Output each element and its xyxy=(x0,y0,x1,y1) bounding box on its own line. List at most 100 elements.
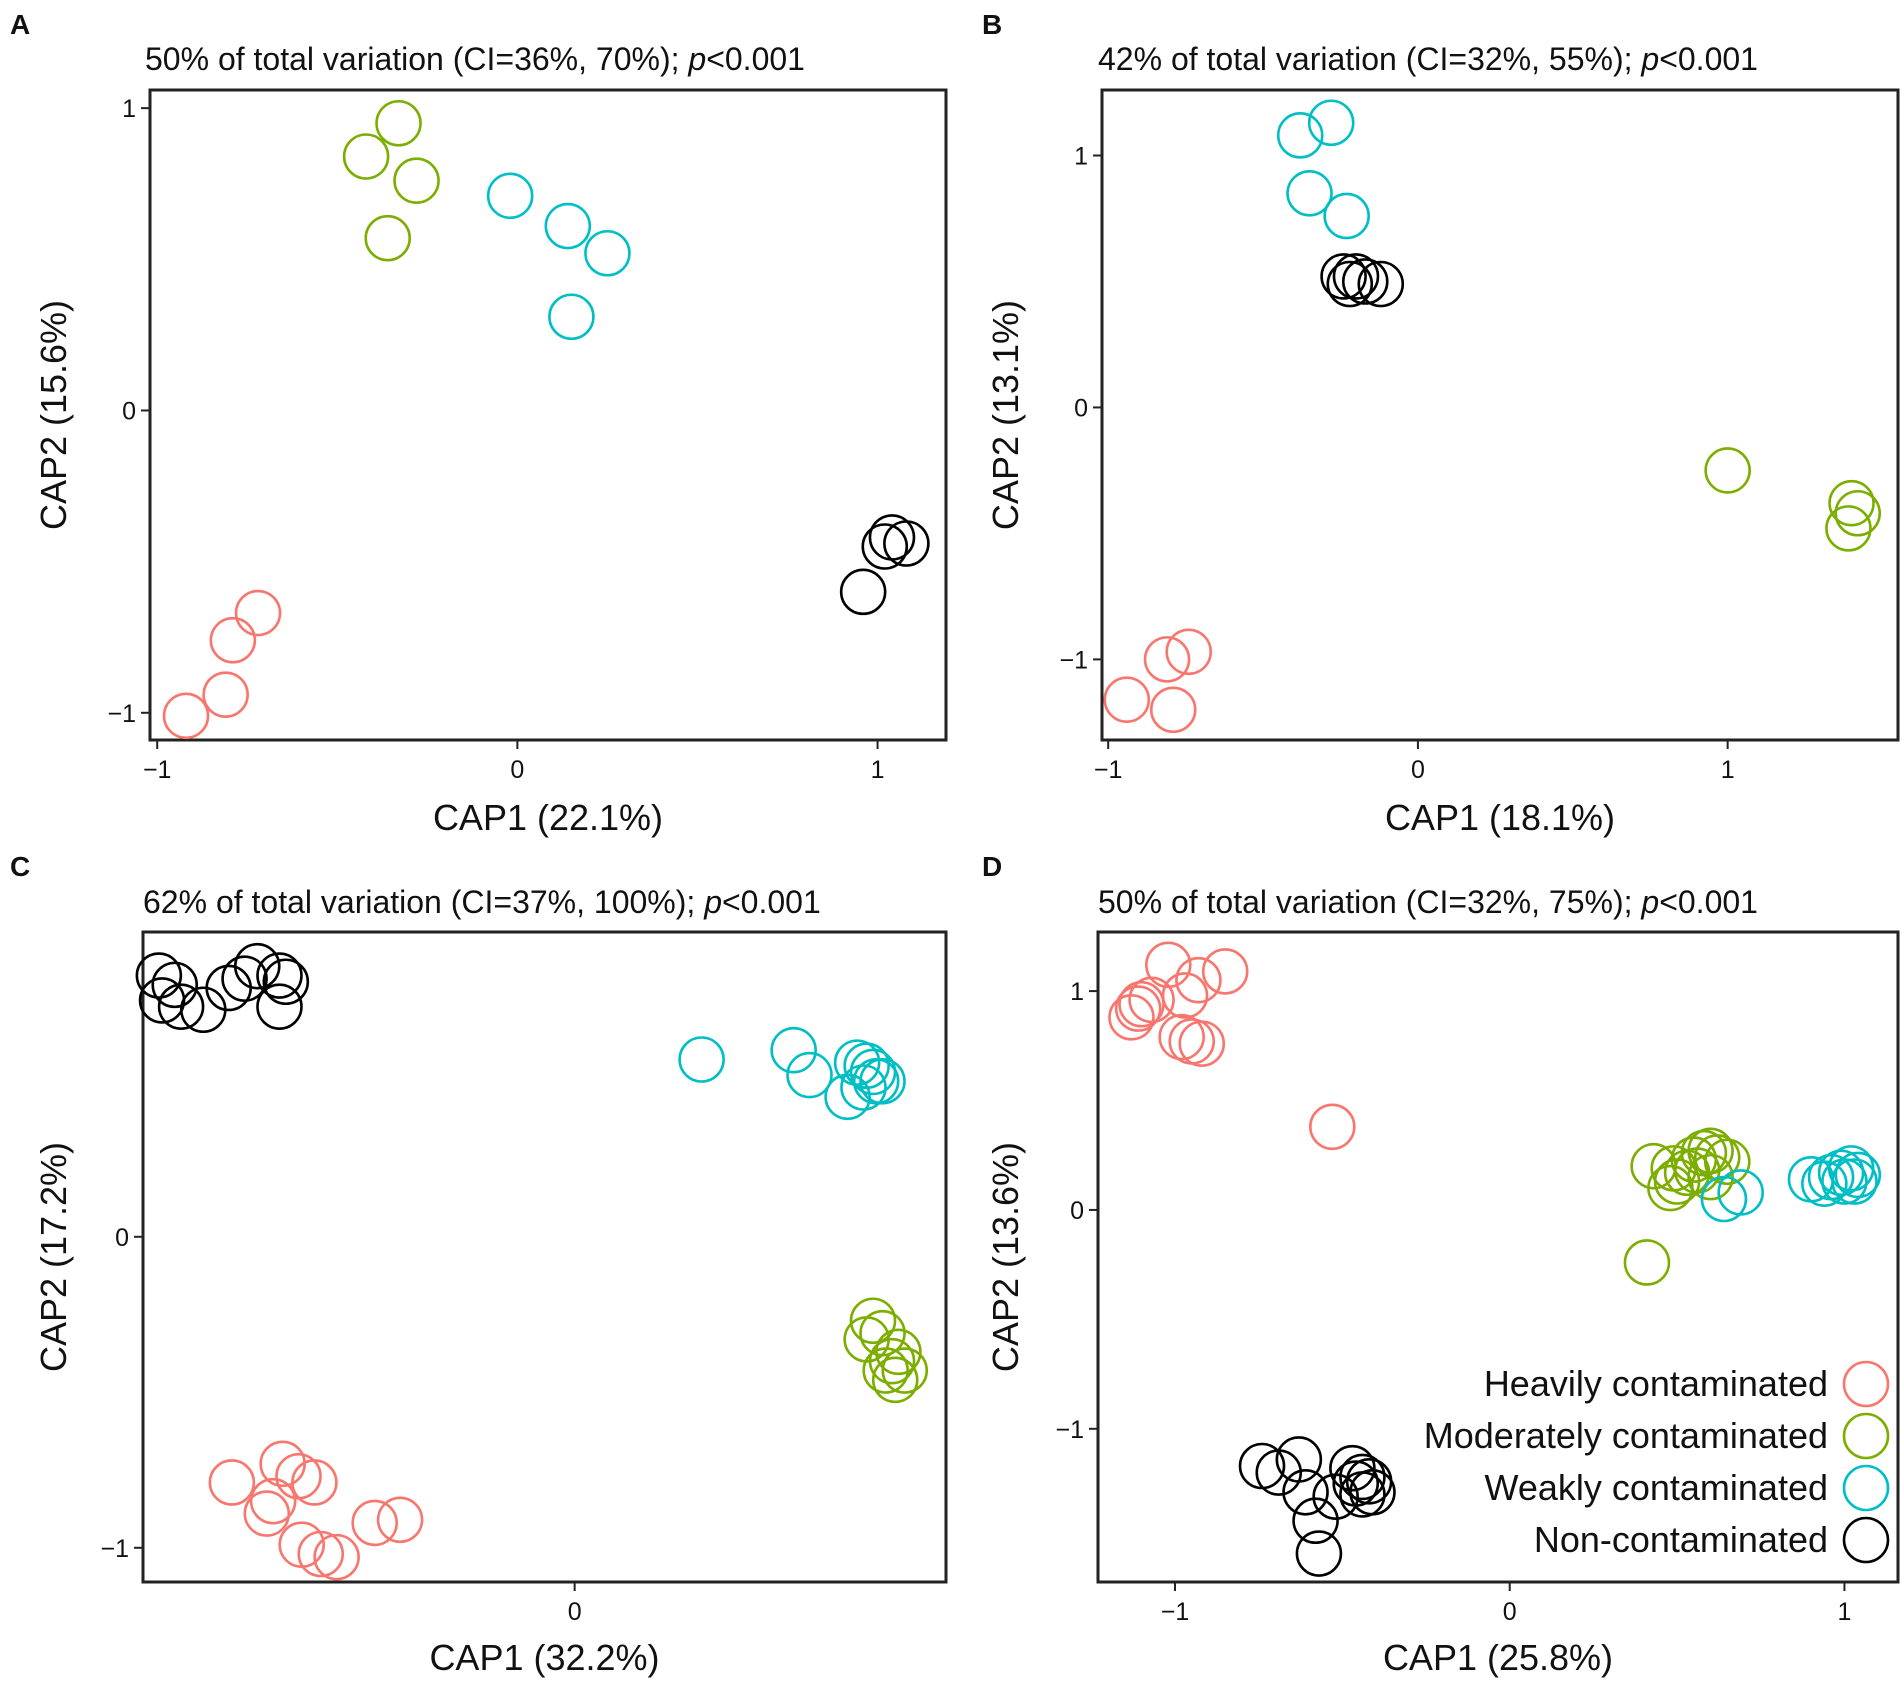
data-point-weakly xyxy=(859,1057,906,1105)
data-point-weakly xyxy=(1717,1169,1764,1216)
series-weakly xyxy=(1276,99,1370,240)
panel-title-p: p xyxy=(703,884,722,920)
plot-frame xyxy=(1096,930,1900,1584)
legend-key-heavily xyxy=(1842,1360,1890,1408)
x-tick-label: 0 xyxy=(510,756,524,784)
series-heavily xyxy=(1103,628,1213,734)
panel-title-p: p xyxy=(687,41,706,77)
y-axis-label: CAP2 (13.1%) xyxy=(985,300,1026,530)
y-tick-label: 0 xyxy=(122,397,136,425)
y-tick-label: −1 xyxy=(1059,646,1088,674)
legend-label: Weakly contaminated xyxy=(1484,1467,1828,1508)
panel-title-main: 62% of total variation (CI=37%, 100%); xyxy=(143,884,704,920)
data-point-non xyxy=(1275,1436,1323,1483)
data-point-non xyxy=(1339,1471,1386,1518)
y-tick-label: 0 xyxy=(115,1224,129,1252)
data-point-heavily xyxy=(1144,941,1192,989)
x-tick-label: 0 xyxy=(1503,1598,1517,1626)
data-point-heavily xyxy=(1178,1020,1226,1067)
data-point-heavily xyxy=(313,1533,360,1581)
series-non xyxy=(135,942,310,1034)
x-axis-label: CAP1 (18.1%) xyxy=(1385,797,1615,838)
data-point-non xyxy=(221,955,268,1002)
data-point-weakly xyxy=(1821,1158,1868,1205)
series-non xyxy=(1320,253,1405,308)
legend: Heavily contaminated Moderately contamina… xyxy=(1424,1360,1890,1564)
data-point-non xyxy=(839,568,887,616)
data-point-moderately xyxy=(881,1347,929,1394)
data-point-non xyxy=(1329,1444,1376,1492)
data-point-weakly xyxy=(548,293,595,341)
data-point-heavily xyxy=(1201,948,1249,995)
legend-key-non xyxy=(1842,1516,1890,1564)
data-point-weakly xyxy=(544,202,592,250)
data-point-weakly xyxy=(840,1064,887,1111)
data-point-non xyxy=(1326,260,1374,308)
data-point-heavily xyxy=(162,692,210,740)
panel-title-p: p xyxy=(1640,41,1659,77)
series-heavily xyxy=(208,1440,424,1581)
y-tick-label: 1 xyxy=(1074,143,1088,171)
legend-label: Non-contaminated xyxy=(1534,1519,1828,1560)
data-point-moderately xyxy=(1703,1138,1751,1186)
series-moderately xyxy=(1704,447,1882,552)
data-point-heavily xyxy=(1309,1103,1356,1151)
data-point-heavily xyxy=(243,1490,291,1537)
data-point-moderately xyxy=(871,1356,919,1404)
data-point-moderately xyxy=(375,99,422,147)
y-axis-label: CAP2 (13.6%) xyxy=(985,1142,1026,1372)
data-point-non xyxy=(1357,260,1405,308)
series-heavily xyxy=(162,589,282,740)
data-point-heavily xyxy=(1175,956,1222,1004)
data-point-moderately xyxy=(364,214,412,262)
x-tick-label: 0 xyxy=(1411,756,1425,784)
data-point-heavily xyxy=(351,1499,398,1547)
x-tick-label: −1 xyxy=(1094,756,1123,784)
x-tick-label: −1 xyxy=(1161,1598,1190,1626)
data-point-weakly xyxy=(770,1026,817,1074)
data-point-weakly xyxy=(486,172,534,220)
data-point-heavily xyxy=(1143,636,1191,683)
panel-title-tail: <0.001 xyxy=(1659,884,1758,920)
x-tick-label: 1 xyxy=(1837,1598,1851,1626)
data-point-non xyxy=(1292,1497,1339,1545)
data-point-non xyxy=(256,952,303,999)
x-tick-label: −1 xyxy=(143,756,172,784)
plot-frame xyxy=(141,930,948,1584)
panel-letter: B xyxy=(982,9,1002,40)
series-moderately xyxy=(1623,1127,1751,1286)
series-non xyxy=(839,514,930,616)
data-point-heavily xyxy=(208,1459,256,1506)
panel-letter: D xyxy=(982,851,1002,882)
series-weakly xyxy=(1700,1145,1882,1223)
data-point-non xyxy=(256,983,303,1030)
data-point-moderately xyxy=(1687,1153,1734,1201)
data-point-non xyxy=(151,961,199,1009)
panel-title: 62% of total variation (CI=37%, 100%); p… xyxy=(143,884,821,920)
data-point-non xyxy=(135,952,183,999)
data-point-moderately xyxy=(862,1347,909,1394)
data-point-moderately xyxy=(1623,1239,1671,1286)
data-point-non xyxy=(1341,258,1389,305)
x-axis-label: CAP1 (32.2%) xyxy=(429,1637,659,1678)
data-point-non xyxy=(1320,253,1367,300)
legend-label: Moderately contaminated xyxy=(1424,1415,1828,1456)
panel-title-tail: <0.001 xyxy=(722,884,821,920)
data-point-moderately xyxy=(342,133,390,180)
panel-title-tail: <0.001 xyxy=(1659,41,1758,77)
panel-c: C 62% of total variation (CI=37%, 100%); … xyxy=(10,851,948,1678)
legend-key-weakly xyxy=(1842,1464,1890,1512)
data-point-heavily xyxy=(249,1477,297,1525)
data-point-heavily xyxy=(1165,628,1213,676)
panel-title-main: 50% of total variation (CI=36%, 70%); xyxy=(145,41,688,77)
data-point-heavily xyxy=(209,616,257,664)
series-heavily xyxy=(1108,941,1356,1151)
data-point-weakly xyxy=(1801,1160,1848,1207)
legend-key-moderately xyxy=(1842,1412,1890,1460)
data-point-heavily xyxy=(1158,1013,1205,1061)
panel-b: B 42% of total variation (CI=32%, 55%); p… xyxy=(982,9,1900,838)
data-point-moderately xyxy=(1828,479,1875,527)
data-point-moderately xyxy=(393,157,440,204)
data-point-heavily xyxy=(291,1459,338,1506)
data-point-non xyxy=(1332,253,1380,300)
